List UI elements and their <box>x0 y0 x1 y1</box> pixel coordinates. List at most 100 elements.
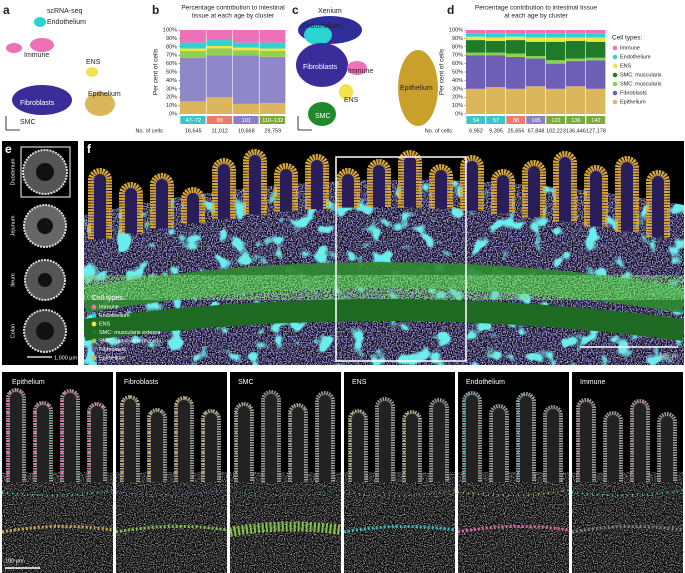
bar-segment <box>546 30 566 34</box>
legend-label: ENS <box>620 63 632 69</box>
bar-segment <box>466 55 486 89</box>
scale-label: 1,000 µm <box>54 355 77 361</box>
legend-swatch <box>91 330 97 335</box>
y-tick-label: 100% <box>449 27 463 33</box>
bar-segment <box>466 30 486 34</box>
age-box <box>486 116 506 124</box>
villus <box>398 150 422 208</box>
villus <box>150 173 174 229</box>
method-label: scRNA-seq <box>47 8 83 15</box>
bar-segment <box>206 30 233 41</box>
bar-segment <box>526 37 546 42</box>
bar-segment <box>180 101 206 114</box>
cell-count: 25,656 <box>508 128 525 134</box>
bar-segment <box>586 33 606 38</box>
zoom-box <box>335 156 467 362</box>
x-tick-label: 122 <box>551 118 560 124</box>
y-tick-label: 0% <box>455 111 463 117</box>
villus <box>305 154 329 210</box>
y-tick-label: 90% <box>452 36 463 42</box>
cell-count: 10,668 <box>238 128 255 134</box>
cluster-blob <box>339 84 353 100</box>
bar-segment <box>506 40 526 54</box>
x-tick-label: 57 <box>493 118 499 124</box>
bar-segment <box>206 48 233 56</box>
image-texture <box>458 472 569 573</box>
cluster-label: Endothelium <box>47 19 86 26</box>
legend-swatch <box>612 54 618 60</box>
bar-segment <box>466 52 486 56</box>
tissue-sections <box>22 149 68 353</box>
bar-segment <box>486 33 506 38</box>
villus <box>402 410 422 482</box>
cell-count: 67,848 <box>528 128 545 134</box>
cluster-label: SMC <box>315 113 331 120</box>
age-box <box>506 116 526 124</box>
image-panel: Fibroblasts <box>115 372 228 573</box>
bar-segment <box>566 86 586 114</box>
villus <box>119 182 143 234</box>
age-box <box>526 116 546 124</box>
scale-label: 500 µm <box>660 353 679 359</box>
y-axis-label: Per cent of cells <box>153 48 160 95</box>
bar-segment <box>526 41 546 57</box>
bar-segment <box>180 51 206 58</box>
y-tick-label: 60% <box>452 61 463 67</box>
bar-segment <box>206 97 233 114</box>
bar-segment <box>259 30 286 43</box>
bar-segment <box>206 45 233 49</box>
legend-swatch <box>91 321 97 327</box>
panel-letter: c <box>292 3 299 17</box>
cluster-label: Epithelium <box>400 85 433 92</box>
bar-segment <box>506 56 526 89</box>
marker-signal <box>120 395 140 477</box>
bar-segment <box>586 57 606 61</box>
y-tick-label: 40% <box>452 78 463 84</box>
legend-label: Endothelium <box>99 313 130 319</box>
legend-swatch <box>91 355 97 361</box>
marker-signal <box>463 392 481 477</box>
legend-label: SMC: muscularis <box>620 72 662 78</box>
panel-e: e Duodenum Jejunum Ileum Colon 1,000 µm <box>2 141 78 365</box>
cluster-label: Endothelium <box>302 23 341 30</box>
villus <box>553 151 577 222</box>
panel-title: ENS <box>352 379 367 386</box>
villus <box>348 409 368 482</box>
bar-segment <box>506 53 526 57</box>
bar-segment <box>566 40 586 59</box>
image-panel: Endothelium <box>457 372 570 573</box>
panel-g: g EpitheliumFibroblastsSMCENSEndothelium… <box>1 372 684 573</box>
villus <box>88 168 112 240</box>
zoom-box <box>20 146 71 198</box>
x-tick-label: 54 <box>473 118 479 124</box>
bar-segment <box>180 30 206 43</box>
cluster-label: Fibroblasts <box>303 64 338 71</box>
cluster-blob <box>308 102 336 126</box>
villus <box>60 389 80 482</box>
cluster-blob <box>30 38 54 52</box>
legend-label: Epithelium <box>620 99 646 105</box>
x-tick-label: 136 <box>571 118 580 124</box>
villus <box>274 163 298 212</box>
panel-title: Endothelium <box>466 379 505 386</box>
cluster-blob <box>86 67 98 77</box>
bar-segment <box>259 51 286 57</box>
legend-swatch <box>612 81 618 87</box>
legend-title: Cell types: <box>612 35 643 42</box>
villus <box>657 412 677 482</box>
bar-segment <box>180 42 206 49</box>
bar-segment <box>259 56 286 104</box>
bar-segment <box>586 60 606 89</box>
section-label: Colon <box>10 324 16 338</box>
image-panel: ENS <box>343 372 456 573</box>
bar-segment <box>233 55 259 104</box>
panel-title: Fibroblasts <box>124 379 159 386</box>
villus <box>212 158 236 219</box>
villus <box>87 402 107 482</box>
y-tick-label: 30% <box>166 86 177 92</box>
y-tick-label: 10% <box>166 103 177 109</box>
chart-title: at each age by cluster <box>504 13 568 20</box>
chart-title: Percentage contribution to intestinal ti… <box>475 5 598 12</box>
legend-label: Immune <box>620 45 640 51</box>
